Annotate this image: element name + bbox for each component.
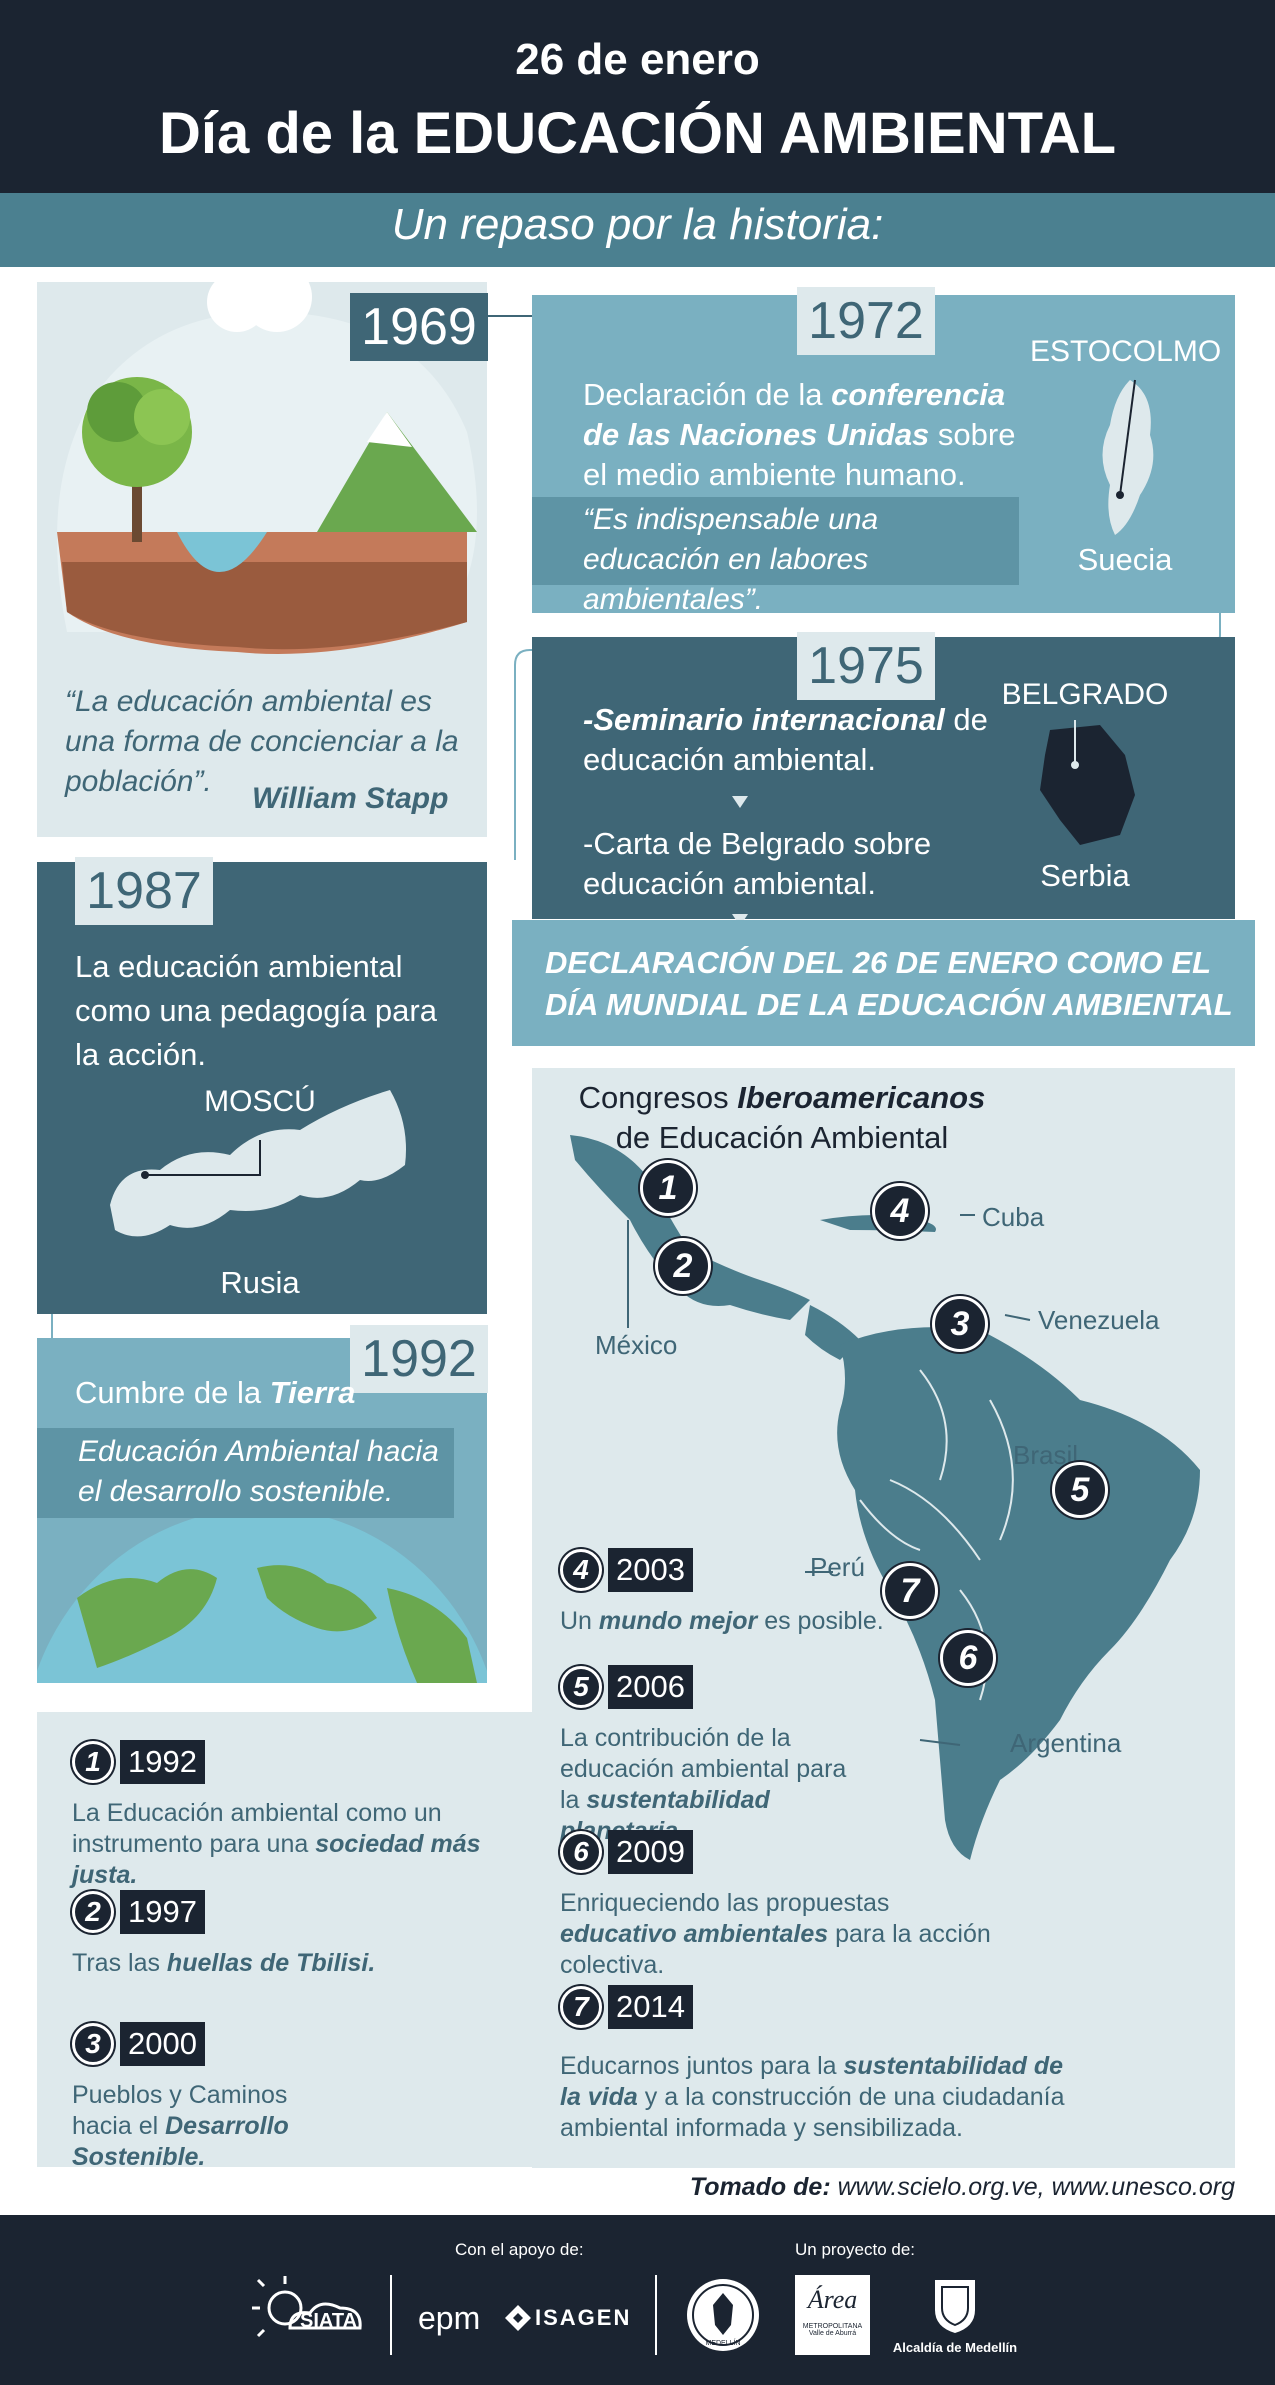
country-suecia: Suecia	[1077, 542, 1173, 577]
city-belgrado: BELGRADO	[1001, 678, 1169, 711]
congress-entry-6: 6 2009 Enriqueciendo las propuestas educa…	[560, 1830, 1000, 1981]
text-1972: Declaración de la conferencia de las Nac…	[583, 377, 1016, 492]
map-label-mexico: México	[595, 1330, 678, 1360]
page-subtitle: Un repaso por la historia:	[391, 200, 884, 249]
year-1975: 1975	[797, 632, 935, 700]
source-credit: Tomado de: www.scielo.org.ve, www.unesco…	[689, 2173, 1235, 2201]
year-1969: 1969	[350, 293, 488, 361]
landscape-illustration	[57, 282, 477, 654]
entry-year: 2000	[120, 2022, 205, 2066]
arrow-down-icon	[732, 796, 748, 808]
number-badge: 7	[560, 1986, 602, 2028]
entry-year: 1997	[120, 1890, 205, 1934]
text-1987: La educación ambiental como una pedagogí…	[75, 949, 437, 1072]
map-marker-7: 7	[882, 1563, 938, 1619]
entry-year: 2014	[608, 1985, 693, 2029]
entry-year: 2003	[608, 1548, 693, 1592]
epm-logo: epm	[418, 2300, 481, 2336]
declaration-text: DECLARACIÓN DEL 26 DE ENERO COMO EL DÍA …	[545, 945, 1233, 1022]
alcaldia-shield-icon	[935, 2280, 975, 2333]
number-badge: 6	[560, 1831, 602, 1873]
country-rusia: Rusia	[220, 1265, 300, 1300]
map-label-venezuela: Venezuela	[1038, 1305, 1160, 1335]
map-label-cuba: Cuba	[982, 1202, 1045, 1232]
alcaldia-logo: Alcaldía de Medellín	[892, 2340, 1018, 2355]
map-marker-6: 6	[940, 1630, 996, 1686]
page-title: Día de la EDUCACIÓN AMBIENTAL	[158, 101, 1117, 166]
footer-bar	[0, 2215, 1275, 2385]
area-metropolitana-logo: Área METROPOLITANA Valle de Aburrá	[795, 2275, 870, 2355]
sweden-map-icon	[1102, 379, 1154, 535]
isagen-logo-icon	[505, 2305, 531, 2331]
header-date: 26 de enero	[515, 35, 760, 84]
siata-logo: SIATA	[300, 2310, 358, 2332]
map-marker-4: 4	[872, 1183, 928, 1239]
entry-year: 1992	[120, 1740, 205, 1784]
text-1975-b: -Carta de Belgrado sobre educación ambie…	[583, 826, 932, 901]
congress-entry-3: 3 2000 Pueblos y Caminos hacia el Desarro…	[72, 2022, 542, 2173]
entry-year: 2006	[608, 1665, 693, 1709]
serbia-map-icon	[1040, 720, 1135, 845]
number-badge: 4	[560, 1549, 602, 1591]
entry-text: Pueblos y Caminos hacia el Desarrollo So…	[72, 2081, 289, 2171]
panel-congresos-list	[37, 1712, 1235, 2167]
quote-1972-bg	[532, 497, 1019, 585]
entry-text: Educarnos juntos para la sustentabilidad…	[560, 2052, 1065, 2142]
isagen-logo: ISAGEN	[535, 2305, 632, 2330]
entry-text: Un mundo mejor es posible.	[560, 1607, 884, 1635]
congress-entry-7: 7 2014 Educarnos juntos para la sustentab…	[560, 1985, 1080, 2144]
year-1972: 1972	[797, 287, 935, 355]
year-1987: 1987	[75, 857, 213, 925]
header-bar	[0, 0, 1275, 193]
congress-entry-4: 4 2003 Un mundo mejor es posible.	[560, 1548, 900, 1637]
map-marker-5: 5	[1052, 1462, 1108, 1518]
text-1992: Cumbre de la Tierra	[75, 1375, 356, 1410]
entry-text: La Educación ambiental como un instrumen…	[72, 1799, 481, 1889]
entry-year: 2009	[608, 1830, 693, 1874]
number-badge: 3	[72, 2023, 114, 2065]
city-moscu: MOSCÚ	[204, 1085, 316, 1118]
map-label-peru: Perú	[810, 1552, 865, 1582]
congresos-title: Congresos Iberoamericanos de Educación Am…	[578, 1080, 986, 1155]
earth-globe-icon	[37, 1508, 487, 1683]
footer-divider	[390, 2275, 392, 2355]
area-logo-sub1: METROPOLITANA	[802, 2323, 863, 2330]
entry-text: Enriqueciendo las propuestas educativo a…	[560, 1889, 991, 1979]
medellin-seal-icon	[687, 2279, 759, 2351]
area-logo-text: Área	[807, 2285, 858, 2314]
map-label-argentina: Argentina	[1010, 1728, 1122, 1758]
map-marker-3: 3	[932, 1296, 988, 1352]
quote-1992: Educación Ambiental hacia el desarrollo …	[78, 1435, 439, 1508]
map-marker-1: 1	[640, 1160, 696, 1216]
congress-entry-5: 5 2006 La contribución de la educación am…	[560, 1665, 860, 1847]
quote-1969: “La educación ambiental es una forma de …	[65, 685, 459, 798]
congress-entry-1: 1 1992 La Educación ambiental como un ins…	[72, 1740, 542, 1891]
quote-1972: “Es indispensable una educación en labor…	[583, 503, 879, 616]
entry-text: La contribución de la educación ambienta…	[560, 1724, 847, 1845]
country-serbia: Serbia	[1040, 858, 1130, 893]
quote-1992-bg	[37, 1428, 454, 1518]
project-label: Un proyecto de:	[795, 2240, 916, 2259]
subheader-bar	[0, 193, 1275, 267]
entry-text: Tras las huellas de Tbilisi.	[72, 1949, 376, 1977]
number-badge: 5	[560, 1666, 602, 1708]
city-estocolmo: ESTOCOLMO	[1030, 335, 1222, 368]
map-marker-2: 2	[655, 1238, 711, 1294]
siata-logo-icon	[252, 2276, 362, 2338]
congress-entry-2: 2 1997 Tras las huellas de Tbilisi.	[72, 1890, 542, 1979]
number-badge: 1	[72, 1741, 114, 1783]
medellin-seal-text: MEDELLÍN	[705, 2340, 741, 2347]
footer-divider	[655, 2275, 657, 2355]
support-label: Con el apoyo de:	[455, 2240, 584, 2259]
area-logo-sub2: Valle de Aburrá	[808, 2330, 857, 2337]
russia-map-icon	[110, 1090, 406, 1237]
panel-1987	[37, 862, 487, 1314]
year-1992: 1992	[350, 1325, 488, 1393]
quote-author: William Stapp	[252, 782, 449, 815]
number-badge: 2	[72, 1891, 114, 1933]
text-1975-a: -Seminario internacional de educación am…	[583, 702, 988, 777]
declaration-banner	[512, 920, 1255, 1046]
